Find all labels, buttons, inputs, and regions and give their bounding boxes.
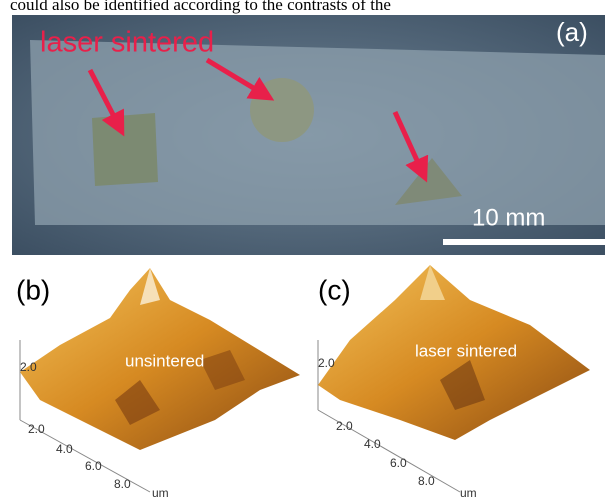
panel-label: (c)	[318, 274, 351, 305]
x-tick-label: 8.0	[418, 474, 435, 488]
x-tick-label: 4.0	[364, 437, 381, 451]
scale-bar-label: 10 mm	[472, 204, 545, 231]
body-text: could also be identified according to th…	[10, 0, 391, 14]
x-tick-label: 2.0	[336, 419, 353, 433]
afm-surface	[20, 268, 300, 492]
x-tick-label: 6.0	[85, 459, 102, 473]
x-tick-label: 8.0	[114, 477, 131, 491]
annotation: laser sintered	[40, 27, 214, 59]
annotation: unsintered	[125, 351, 204, 370]
x-tick-label: 6.0	[390, 456, 407, 470]
z-tick-label: 2.0	[20, 360, 37, 374]
unit-label: um	[152, 486, 169, 499]
z-tick-label: 2.0	[318, 356, 335, 370]
panel-label: (a)	[556, 17, 588, 47]
annotation: laser sintered	[415, 341, 517, 360]
unit-label: um	[460, 486, 477, 499]
x-tick-label: 4.0	[56, 442, 73, 456]
figure: could also be identified according to th…	[0, 0, 605, 499]
afm-surface	[318, 265, 590, 492]
panel-label: (b)	[16, 274, 50, 305]
x-tick-label: 2.0	[28, 422, 45, 436]
